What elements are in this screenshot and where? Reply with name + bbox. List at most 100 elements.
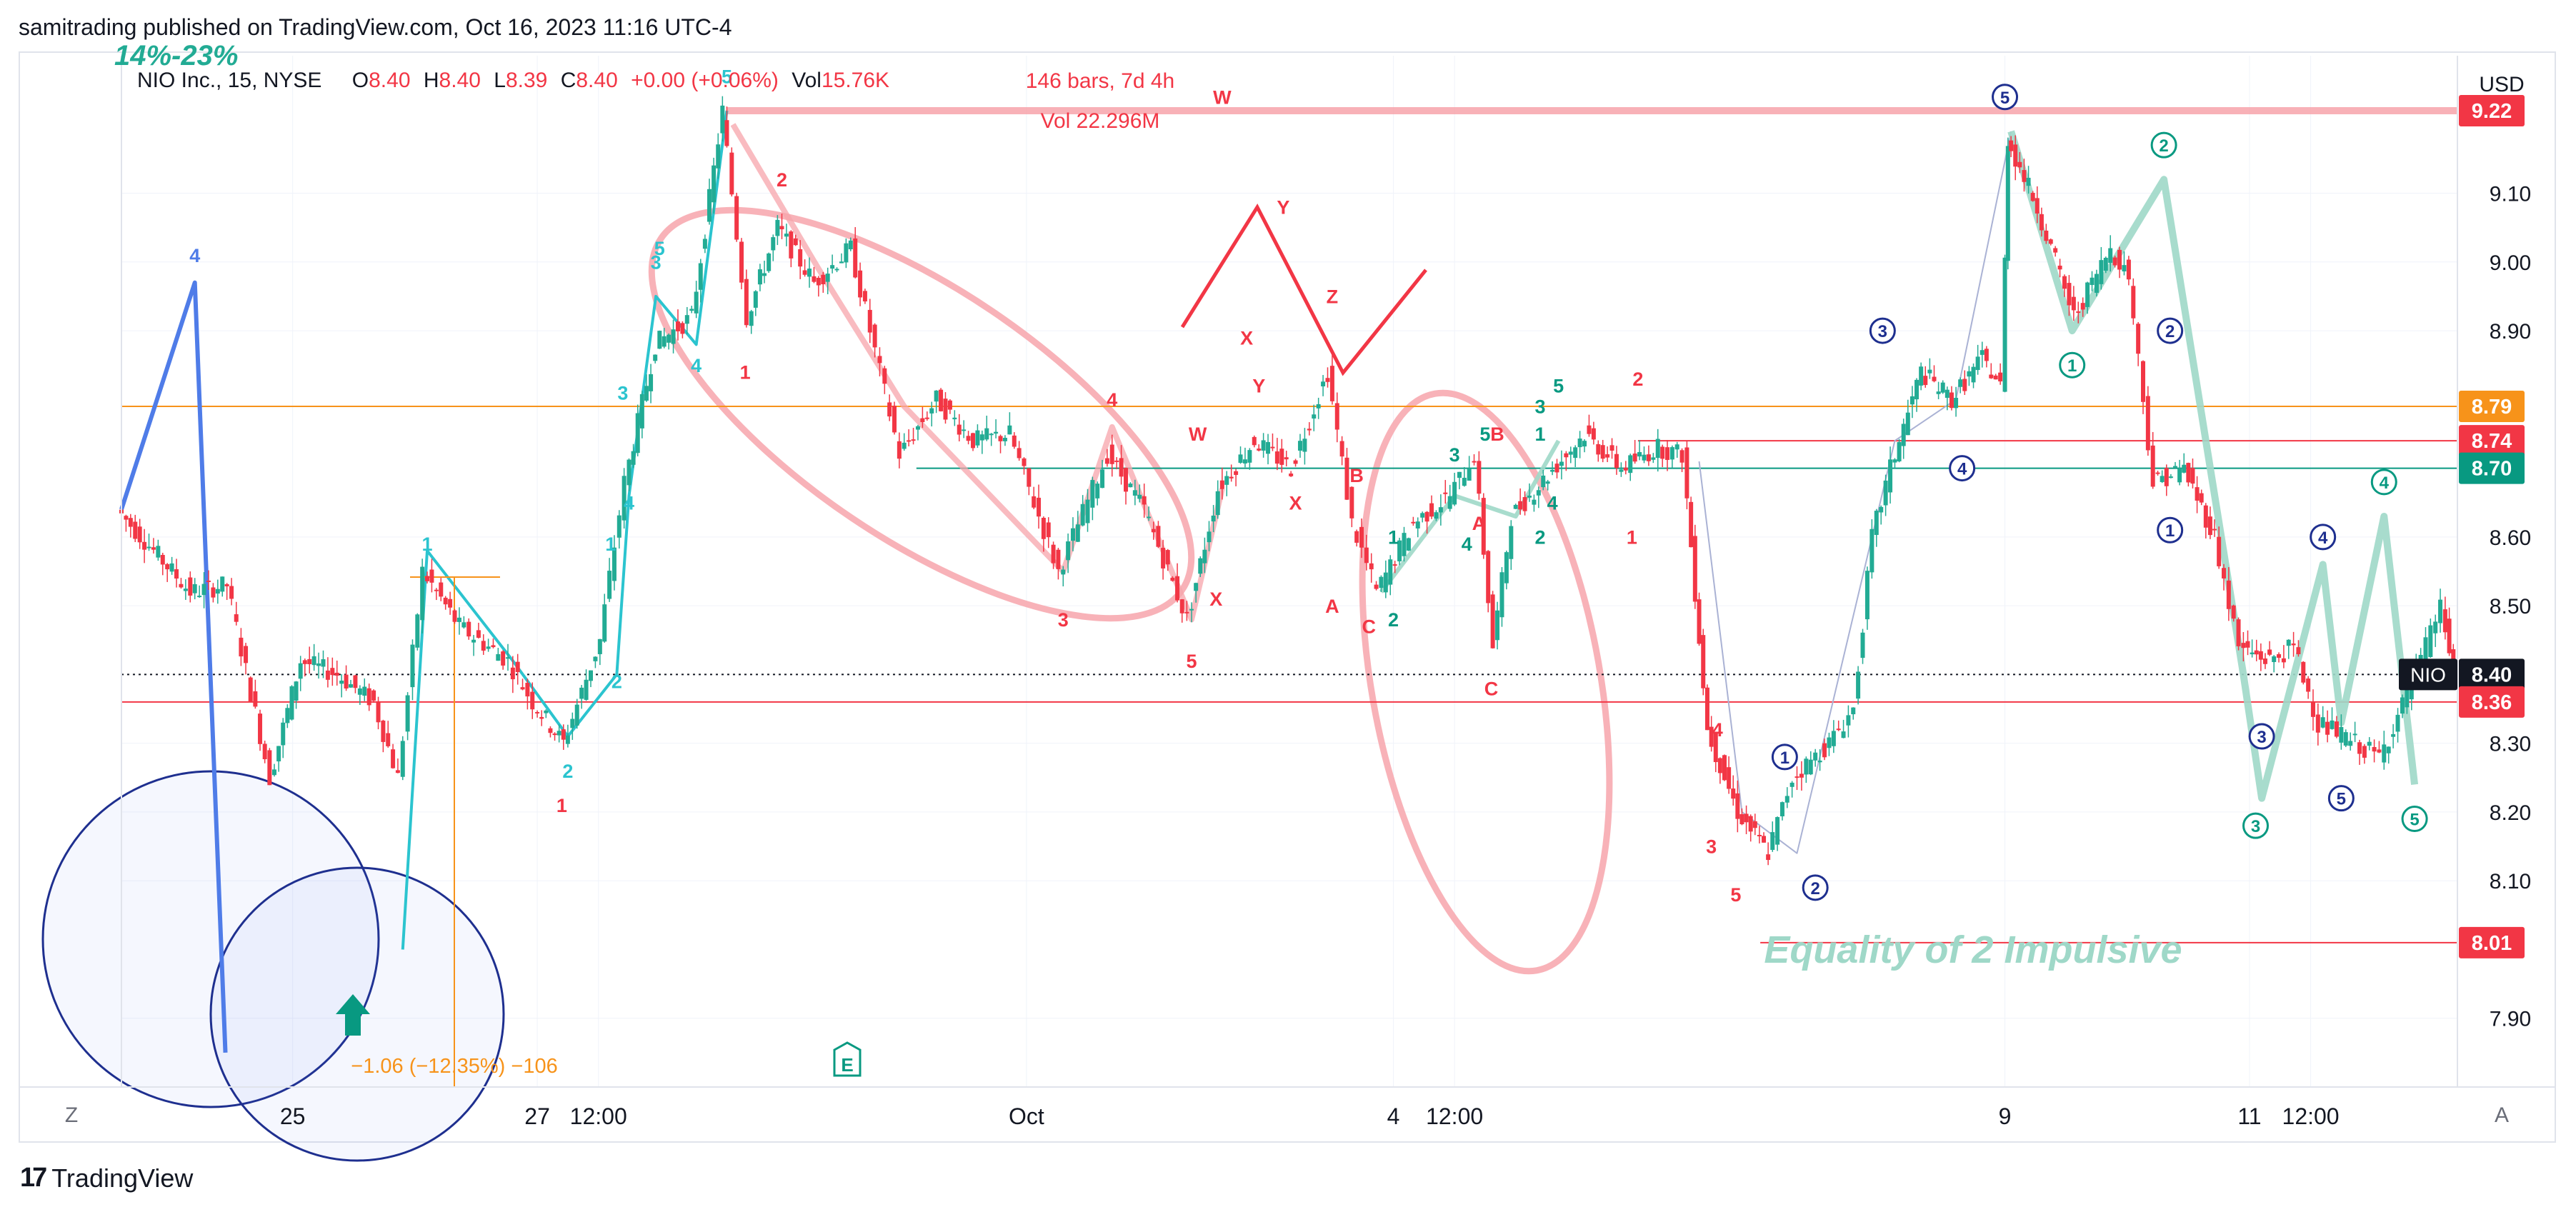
chart-frame (19, 51, 2556, 1143)
candle-body (1949, 392, 1954, 409)
candle-body (2447, 618, 2452, 653)
candle-body (882, 368, 887, 384)
zoom-reset-button[interactable]: Z (64, 1103, 79, 1127)
candle-body (1477, 461, 1482, 494)
wave-label: X (1289, 492, 1302, 514)
auto-scale-button[interactable]: A (2494, 1103, 2509, 1127)
candle-body (339, 680, 344, 684)
x-tick-label: 25 (280, 1103, 306, 1129)
candle-body (391, 749, 396, 768)
y-tick-label: 8.30 (2490, 733, 2531, 756)
candle-body (2173, 466, 2178, 468)
wave-label: 4 (691, 355, 702, 376)
candle-body (1989, 374, 1994, 379)
measure-annotation: −1.06 (−12.35%) −106 (351, 1055, 557, 1078)
candle-body (853, 238, 858, 278)
candle-body (2099, 260, 2104, 284)
candle-body (667, 334, 672, 343)
candle-body (830, 265, 835, 269)
candle-body (151, 547, 156, 550)
candle-body (565, 735, 570, 744)
candle-body (1114, 460, 1119, 462)
candle-body (671, 329, 676, 344)
legend-high: 8.40 (439, 69, 481, 92)
candle-body (1919, 366, 1924, 386)
candle-body (1509, 526, 1514, 559)
candle-body (1869, 529, 1874, 573)
circled-wave-label: 1 (2165, 521, 2175, 541)
candle-body (1831, 731, 1836, 746)
candle-body (2423, 637, 2428, 669)
candle-body (1090, 480, 1095, 508)
y-tick-label: 8.60 (2490, 526, 2531, 550)
candle-body (907, 440, 912, 442)
candle-body (1770, 832, 1775, 850)
candle-body (943, 399, 948, 420)
candle-body (2203, 505, 2208, 528)
candle-body (1051, 544, 1056, 564)
candle-body (1156, 526, 1161, 547)
legend-vol-label: Vol (792, 69, 822, 92)
candle-body (1752, 821, 1757, 828)
wave-label: 4 (189, 245, 200, 266)
candle-body (1717, 758, 1722, 773)
candle-body (1012, 435, 1017, 447)
measure-bars: 146 bars, 7d 4h (1025, 69, 1175, 93)
candle-body (1284, 457, 1289, 460)
candle-body (1462, 477, 1467, 486)
candle-body (1161, 548, 1166, 569)
candle-body (1582, 441, 1587, 447)
candle-body (544, 710, 549, 713)
candle-body (496, 653, 501, 661)
y-tick-label: 8.20 (2490, 801, 2531, 825)
x-tick-label: 12:00 (2282, 1103, 2340, 1129)
candle-body (1379, 576, 1384, 589)
circled-wave-label: 3 (2251, 817, 2260, 836)
legend-symbol[interactable]: NIO Inc., 15, NYSE (137, 69, 322, 92)
candle-body (653, 354, 658, 361)
candle-body (448, 599, 453, 608)
candle-body (675, 321, 680, 331)
candle-body (501, 651, 506, 666)
candle-body (425, 576, 430, 581)
candle-body (1080, 504, 1085, 526)
candle-body (1984, 349, 1989, 361)
candle-body (2258, 651, 2263, 660)
candle-body (420, 566, 425, 621)
candle-body (2386, 746, 2391, 753)
currency-button[interactable]: USD (2479, 73, 2525, 96)
candle-body (2400, 697, 2405, 714)
candle-body (1954, 398, 1959, 409)
candle-body (2044, 230, 2049, 241)
candle-body (1883, 480, 1888, 506)
candle-body (2030, 192, 2035, 201)
y-tick-label: 9.00 (2490, 251, 2531, 275)
candle-body (2122, 265, 2127, 272)
circled-wave-marker (1992, 84, 2019, 111)
candle-body (2039, 214, 2044, 231)
candle-body (1522, 497, 1527, 511)
candle-body (1075, 524, 1080, 542)
candle-body (1490, 594, 1495, 648)
circled-wave-label: 5 (2410, 811, 2419, 830)
candle-body (1665, 447, 1670, 460)
candle-body (1229, 476, 1234, 479)
candle-body (588, 670, 593, 681)
circled-wave-label: 2 (1810, 879, 1819, 898)
legend: NIO Inc., 15, NYSE O8.40 H8.40 L8.39 C8.… (137, 69, 889, 93)
up-arrow-icon (336, 994, 370, 1036)
candle-body (2035, 198, 2040, 214)
candle-body (244, 646, 249, 663)
wave-label: Z (1327, 286, 1339, 308)
candles-layer (119, 96, 2456, 866)
candle-body (626, 459, 631, 486)
candle-body (405, 695, 410, 732)
candle-body (1722, 755, 1727, 781)
candle-body (2190, 468, 2195, 484)
candle-body (229, 586, 234, 599)
candle-body (584, 679, 589, 700)
candle-body (1684, 447, 1689, 499)
candle-body (506, 657, 511, 659)
tradingview-logo[interactable]: 17 TradingView (20, 1163, 193, 1193)
